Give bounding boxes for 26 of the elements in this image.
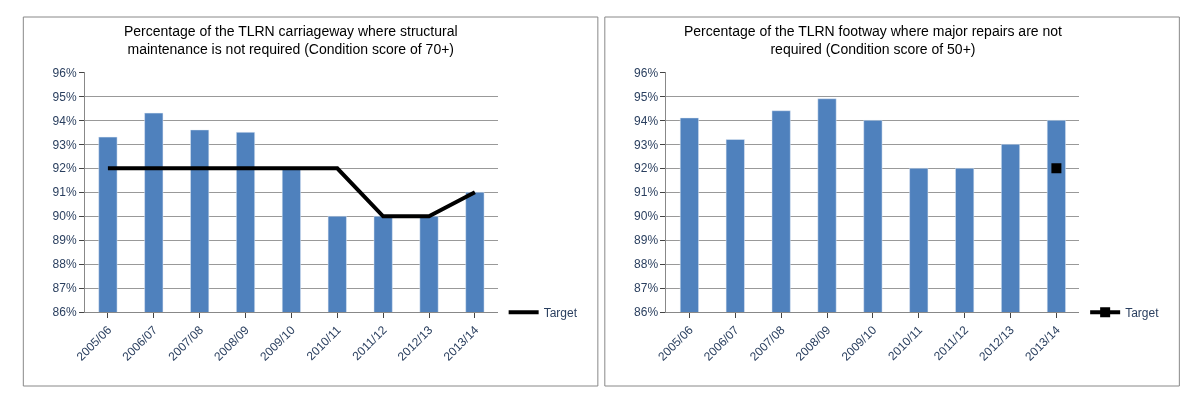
- y-tick-label: 86%: [52, 305, 77, 320]
- y-tick-label: 90%: [52, 209, 77, 224]
- y-tick-label: 88%: [634, 257, 659, 272]
- y-tick-label: 87%: [52, 281, 77, 296]
- y-tick-label: 93%: [52, 137, 77, 152]
- y-tick-label: 96%: [52, 65, 77, 80]
- y-tick-label: 89%: [634, 233, 659, 248]
- y-tick-label: 91%: [52, 185, 77, 200]
- y-tick-label: 89%: [52, 233, 77, 248]
- legend-label: Target: [543, 305, 578, 320]
- y-tick-label: 95%: [634, 89, 659, 104]
- y-tick-label: 92%: [634, 161, 659, 176]
- y-tick-label: 93%: [634, 137, 659, 152]
- y-tick-label: 90%: [634, 209, 659, 224]
- y-tick-label: 94%: [634, 113, 659, 128]
- y-tick-label: 94%: [52, 113, 77, 128]
- y-tick-label: 95%: [52, 89, 77, 104]
- y-tick-label: 96%: [634, 65, 659, 80]
- y-tick-label: 91%: [634, 185, 659, 200]
- y-tick-label: 92%: [52, 161, 77, 176]
- chart-title: Percentage of the TLRN footway where major repairs are not required (Condition score of 50+): [684, 23, 1063, 58]
- chart-title: Percentage of the TLRN carriageway where structural maintenance is not required (Condition score of 70+): [124, 23, 458, 58]
- y-tick-label: 86%: [634, 305, 659, 320]
- y-tick-label: 87%: [634, 281, 659, 296]
- y-tick-label: 88%: [52, 257, 77, 272]
- legend-label: Target: [1125, 305, 1160, 320]
